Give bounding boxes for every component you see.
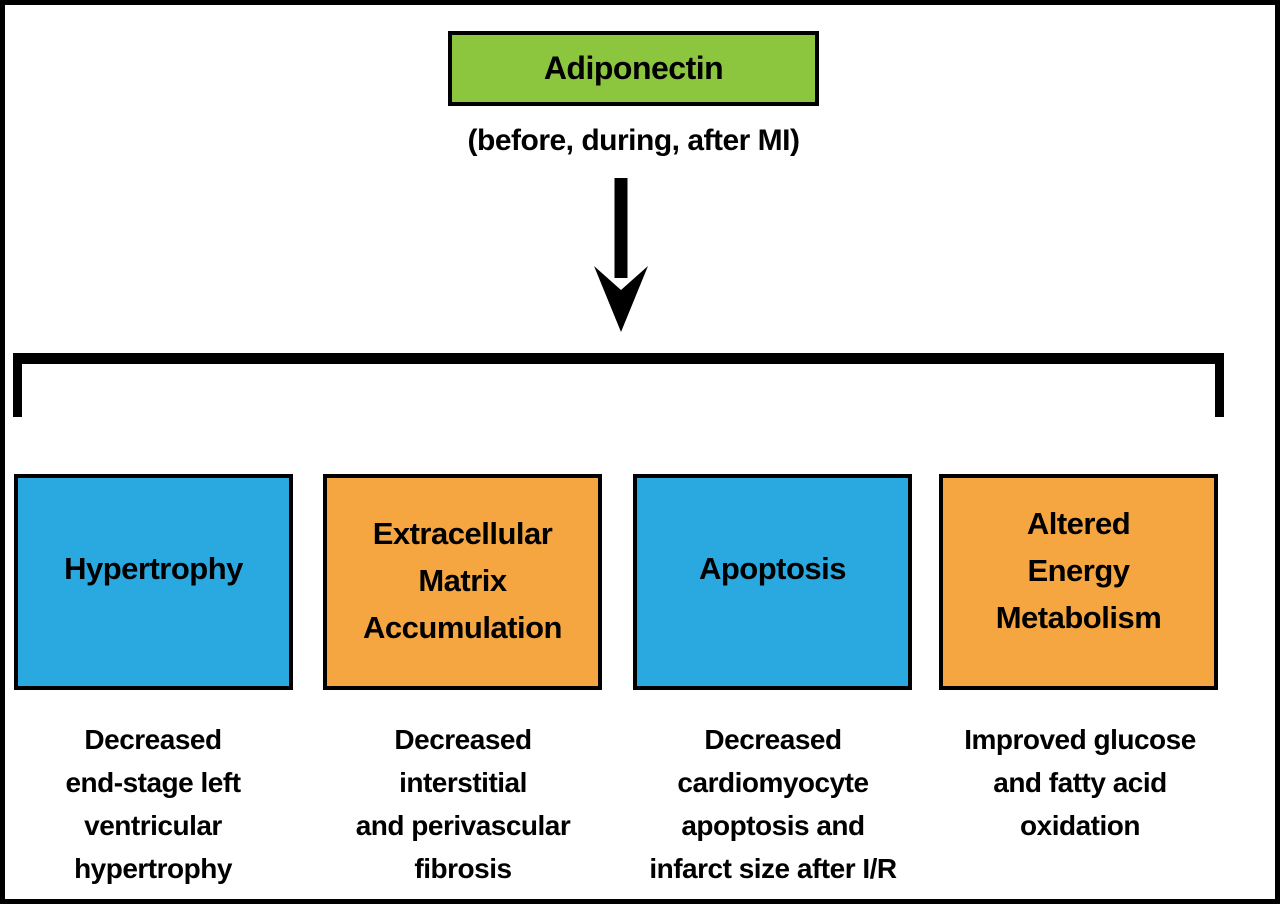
- adiponectin-box: Adiponectin: [448, 31, 819, 106]
- outcome-caption-fibrosis: Decreased interstitial and perivascular …: [355, 724, 571, 884]
- outcome-caption-hypertrophy: Decreased end-stage left ventricular hyp…: [65, 724, 241, 884]
- outcome-box-energy-metabolism: Altered Energy Metabolism: [939, 474, 1218, 690]
- timing-note: (before, during, after MI): [467, 124, 801, 157]
- bracket-right-leg: [1215, 353, 1224, 417]
- outcome-caption-apoptosis: Decreased cardiomyocyte apoptosis and in…: [649, 724, 897, 884]
- branch-bracket-bar: [13, 353, 1224, 364]
- outcome-title-apoptosis: Apoptosis: [698, 550, 847, 586]
- outcome-box-apoptosis: Apoptosis: [633, 474, 912, 690]
- bracket-left-leg: [13, 353, 22, 417]
- outcome-box-hypertrophy: Hypertrophy: [14, 474, 293, 690]
- down-arrow-icon: [594, 178, 648, 332]
- outcome-box-extracellular-matrix: Extracellular Matrix Accumulation: [323, 474, 602, 690]
- outcome-title-energy-metabolism: Altered Energy Metabolism: [995, 505, 1162, 635]
- outcome-caption-oxidation: Improved glucose and fatty acid oxidatio…: [964, 724, 1196, 841]
- outcome-title-extracellular-matrix: Extracellular Matrix Accumulation: [363, 515, 562, 645]
- outcome-title-hypertrophy: Hypertrophy: [64, 550, 243, 586]
- adiponectin-label: Adiponectin: [543, 50, 724, 86]
